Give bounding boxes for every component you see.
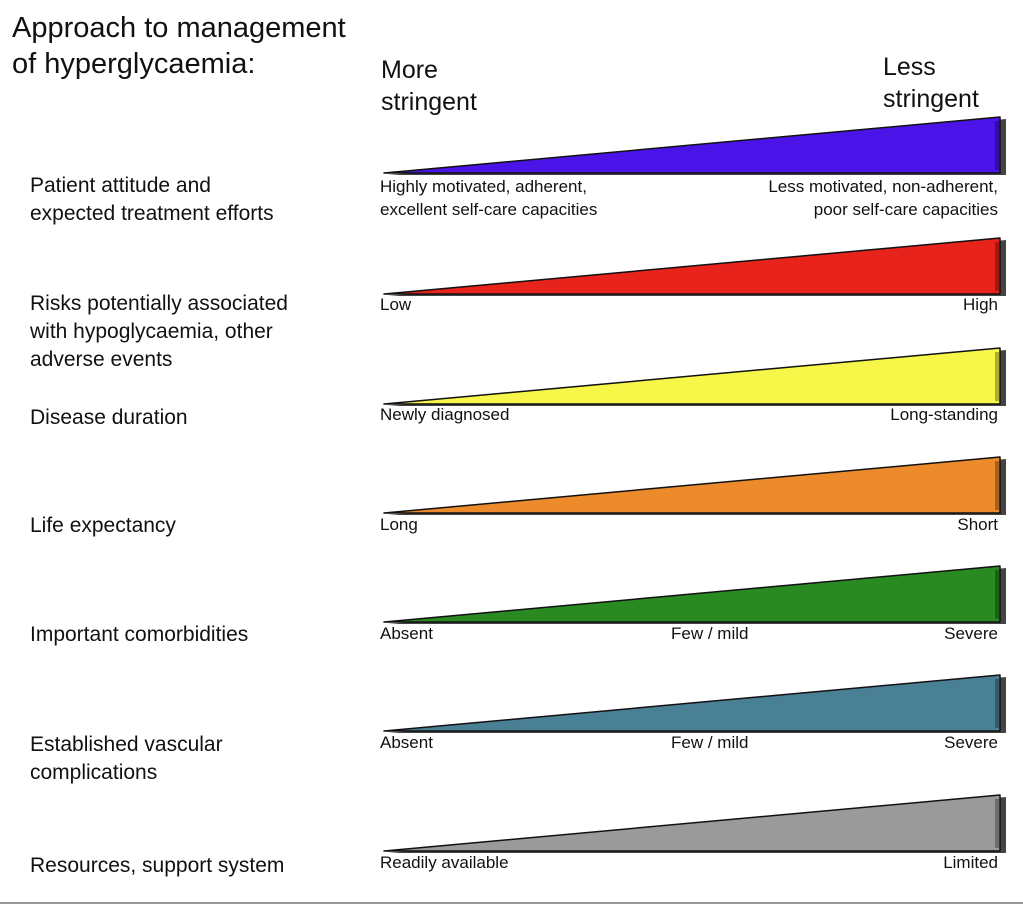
text-line: High [963, 295, 998, 314]
text-line: Long [380, 515, 418, 534]
more-label-line-1: More [381, 56, 438, 84]
text-line: Newly diagnosed [380, 405, 510, 424]
less-label-line-1: Less [883, 53, 936, 81]
wedge-fill [383, 674, 1001, 732]
text-line: Severe [944, 733, 998, 752]
wedge-right-label: Short [957, 513, 998, 536]
wedge-middle-label: Few / mild [671, 624, 749, 643]
text-line: adverse events [30, 348, 173, 371]
text-line: Patient attitude and [30, 174, 211, 197]
text-line: with hypoglycaemia, other [30, 320, 273, 343]
wedge-left-label: Newly diagnosed [380, 403, 509, 426]
text-line: poor self-care capacities [813, 200, 998, 219]
factor-label: Life expectancy [30, 512, 176, 540]
text-line: Important comorbidities [30, 623, 249, 646]
text-line: excellent self-care capacities [380, 200, 598, 219]
wedge-middle-label: Few / mild [671, 733, 749, 752]
stringency-wedge [383, 456, 1006, 515]
factor-label: Patient attitude and expected treatment e… [30, 172, 274, 228]
wedge-fill [383, 565, 1001, 623]
wedge-right-label: Limited [943, 851, 998, 874]
title-line-2: of hyperglycaemia: [12, 48, 256, 80]
factor-label: Important comorbidities [30, 621, 248, 649]
wedge-right-label: Less motivated, non-adherent, poor self-c… [768, 175, 998, 221]
text-line: Highly motivated, adherent, [380, 177, 587, 196]
text-line: complications [30, 761, 158, 784]
text-line: Short [957, 515, 998, 534]
text-line: Severe [944, 624, 998, 643]
text-line: Resources, support system [30, 854, 285, 877]
text-line: Less motivated, non-adherent, [768, 177, 998, 196]
wedge-right-label: Severe [944, 731, 998, 754]
less-stringent-label: Less stringent [883, 51, 979, 115]
factor-label: Disease duration [30, 404, 188, 432]
stringency-wedge [383, 237, 1006, 296]
text-line: Long-standing [890, 405, 998, 424]
text-line: Established vascular [30, 733, 223, 756]
text-line: Limited [943, 853, 998, 872]
factor-label: Resources, support system [30, 852, 284, 880]
less-label-line-2: stringent [883, 85, 979, 113]
wedge-left-label: Absent [380, 731, 433, 754]
text-line: Low [380, 295, 412, 314]
stringency-wedge [383, 794, 1006, 853]
wedge-fill [383, 347, 1001, 405]
text-line: Risks potentially associated [30, 292, 288, 315]
stringency-wedge [383, 674, 1006, 733]
wedge-left-label: Highly motivated, adherent, excellent sel… [380, 175, 597, 221]
factor-label: Risks potentially associated with hypogly… [30, 290, 288, 374]
more-label-line-2: stringent [381, 88, 477, 116]
text-line: Absent [380, 733, 433, 752]
bottom-divider [0, 902, 1023, 904]
more-stringent-label: More stringent [381, 54, 477, 118]
stringency-wedge [383, 565, 1006, 624]
stringency-wedge [383, 116, 1006, 175]
text-line: Life expectancy [30, 514, 176, 537]
wedge-fill [383, 237, 1001, 295]
wedge-left-label: Low [380, 293, 411, 316]
title-line-1: Approach to management [12, 12, 346, 44]
text-line: expected treatment efforts [30, 202, 274, 225]
wedge-left-label: Long [380, 513, 418, 536]
wedge-fill [383, 116, 1001, 174]
wedge-left-label: Absent [380, 622, 433, 645]
stringency-wedge [383, 347, 1006, 406]
text-line: Disease duration [30, 406, 188, 429]
text-line: Absent [380, 624, 433, 643]
page-title: Approach to management of hyperglycaemia… [12, 10, 346, 82]
wedge-fill [383, 456, 1001, 514]
wedge-left-label: Readily available [380, 851, 509, 874]
factor-label: Established vascular complications [30, 731, 223, 787]
wedge-right-label: Long-standing [890, 403, 998, 426]
text-line: Readily available [380, 853, 509, 872]
wedge-right-label: Severe [944, 622, 998, 645]
wedge-fill [383, 794, 1001, 852]
wedge-right-label: High [963, 293, 998, 316]
